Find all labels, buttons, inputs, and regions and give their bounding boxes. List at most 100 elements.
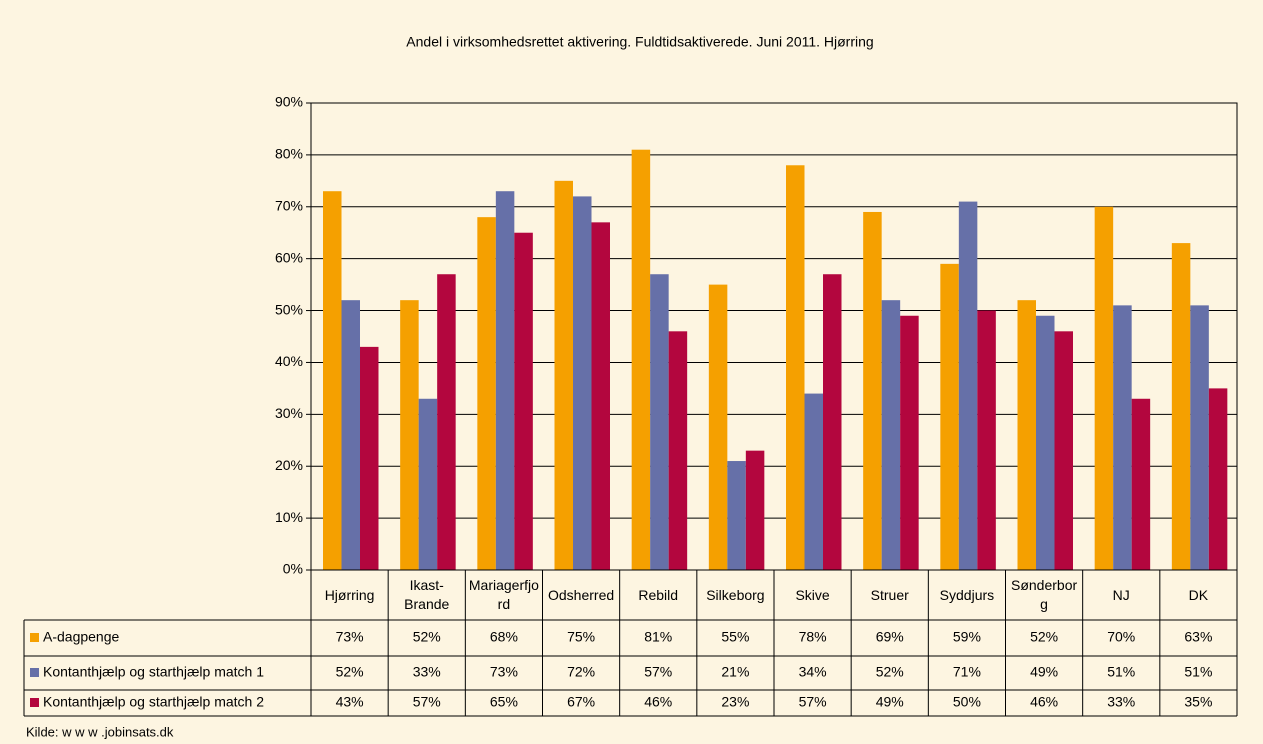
plot-area [310, 102, 1238, 571]
table-value: 33% [413, 664, 441, 680]
x-label-cell: Skive [795, 587, 829, 603]
bar [668, 331, 688, 570]
x-tick-label: Sønderborg [1011, 577, 1078, 612]
table-value: 21% [721, 664, 749, 680]
x-label-cell: Ikast-Brande [404, 577, 450, 612]
table-value: 72% [567, 664, 595, 680]
table-value: 52% [336, 664, 364, 680]
table-value: 57% [799, 694, 827, 710]
x-label-cell: Sønderborg [1011, 577, 1078, 612]
bar [477, 217, 496, 570]
table-value: 49% [1030, 664, 1058, 680]
table-value: 46% [1030, 694, 1058, 710]
table-value: 55% [721, 629, 749, 645]
x-label-cell: Silkeborg [706, 586, 765, 603]
bar [514, 232, 533, 570]
table-value: 49% [876, 694, 904, 710]
bar [631, 149, 651, 570]
bar [437, 274, 456, 570]
x-tick-label: NJ [1112, 586, 1130, 603]
table-value: 43% [336, 694, 364, 710]
legend-label: A-dagpenge [43, 629, 120, 645]
bar [1094, 206, 1114, 570]
bar [1131, 398, 1151, 570]
table-value: 68% [490, 629, 518, 645]
table-value: 69% [876, 629, 904, 645]
x-tick-label: Hjørring [324, 586, 375, 603]
y-tick-label: 10% [275, 509, 303, 525]
bar [786, 165, 805, 570]
x-tick-label: Mariagerfjord [468, 577, 539, 612]
table-value: 51% [1107, 664, 1135, 680]
x-label-cell: Odsherred [548, 586, 615, 603]
y-tick-label: 0% [283, 561, 303, 577]
bar [823, 274, 842, 570]
x-tick-label: Rebild [638, 586, 679, 603]
table-value: 75% [567, 629, 595, 645]
bar [977, 310, 996, 570]
chart-title: Andel i virksomhedsrettet aktivering. Fu… [406, 34, 873, 50]
bar [708, 284, 728, 570]
table-value: 63% [1184, 629, 1212, 645]
table-value: 23% [721, 694, 749, 710]
legend-swatch [30, 668, 39, 677]
y-tick-label: 30% [275, 405, 303, 421]
table-value: 73% [490, 664, 518, 680]
table-value: 35% [1184, 694, 1212, 710]
table-value: 52% [1030, 629, 1058, 645]
x-label-cell: DK [1188, 586, 1209, 603]
table-value: 34% [799, 664, 827, 680]
legend-label: Kontanthjælp og starthjælp match 1 [43, 664, 264, 680]
x-tick-label: Odsherred [548, 586, 615, 603]
table-value: 59% [953, 629, 981, 645]
table-value: 65% [490, 694, 518, 710]
bar [360, 346, 379, 570]
table-value: 52% [413, 629, 441, 645]
bar [1190, 305, 1209, 570]
bar [1017, 300, 1036, 570]
table-value: 57% [413, 694, 441, 710]
table-value: 52% [876, 664, 904, 680]
table-value: 73% [336, 629, 364, 645]
bar [958, 201, 978, 571]
bar [591, 222, 610, 570]
bar [863, 211, 882, 570]
bar [1054, 331, 1073, 570]
bar [881, 300, 901, 570]
bar [554, 180, 573, 571]
bar [650, 274, 669, 570]
y-tick-label: 90% [275, 94, 303, 110]
bar [418, 398, 438, 570]
bar [745, 450, 765, 570]
bar [1208, 388, 1228, 570]
bar [323, 191, 342, 570]
table-value: 81% [644, 629, 672, 645]
y-tick-label: 20% [275, 457, 303, 473]
y-tick-label: 50% [275, 301, 303, 317]
x-label-cell: Mariagerfjord [468, 577, 539, 612]
x-tick-label: DK [1188, 586, 1209, 603]
x-tick-label: Silkeborg [706, 586, 765, 603]
x-label-cell: Rebild [638, 586, 679, 603]
table-value: 51% [1184, 664, 1212, 680]
x-tick-label: Ikast-Brande [404, 577, 450, 612]
table-value: 46% [644, 694, 672, 710]
bar [1113, 305, 1132, 570]
legend-label: Kontanthjælp og starthjælp match 2 [43, 694, 264, 710]
bar [727, 461, 746, 570]
source: Kilde: w w w .jobinsats.dk [26, 724, 174, 739]
x-tick-label: Syddjurs [939, 586, 995, 603]
y-tick-label: 80% [275, 146, 303, 162]
bar [495, 191, 515, 570]
table-value: 57% [644, 664, 672, 680]
y-tick-label: 60% [275, 249, 303, 265]
x-label-cell: NJ [1112, 586, 1130, 603]
bar [1036, 315, 1055, 570]
bar [573, 196, 592, 570]
x-tick-label: Struer [870, 586, 909, 603]
bar [900, 315, 919, 570]
bar [804, 393, 823, 570]
bar [940, 263, 959, 570]
table-value: 78% [799, 629, 827, 645]
